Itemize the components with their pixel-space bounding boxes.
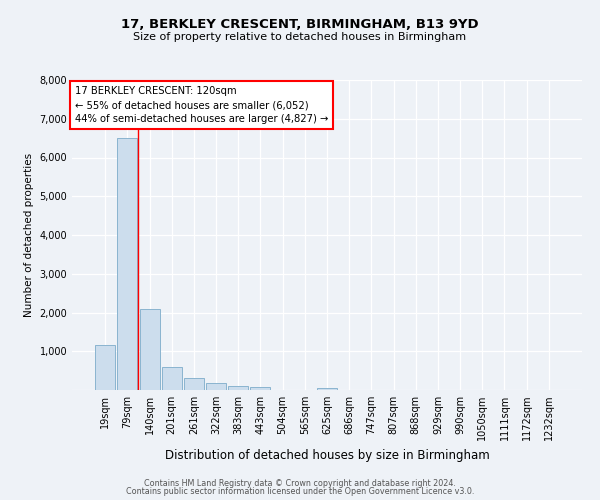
Text: 17 BERKLEY CRESCENT: 120sqm
← 55% of detached houses are smaller (6,052)
44% of : 17 BERKLEY CRESCENT: 120sqm ← 55% of det… (74, 86, 328, 124)
Bar (184, 378, 204, 390)
Bar (228, 386, 248, 390)
Bar (140, 308, 160, 390)
Text: Contains HM Land Registry data © Crown copyright and database right 2024.: Contains HM Land Registry data © Crown c… (144, 478, 456, 488)
Bar (162, 367, 182, 390)
Bar (250, 388, 271, 390)
Text: Size of property relative to detached houses in Birmingham: Size of property relative to detached ho… (133, 32, 467, 42)
Y-axis label: Number of detached properties: Number of detached properties (24, 153, 34, 317)
Bar (118, 138, 137, 390)
Bar (317, 388, 337, 390)
Text: 17, BERKLEY CRESCENT, BIRMINGHAM, B13 9YD: 17, BERKLEY CRESCENT, BIRMINGHAM, B13 9Y… (121, 18, 479, 30)
Text: Contains public sector information licensed under the Open Government Licence v3: Contains public sector information licen… (126, 487, 474, 496)
Bar (95, 346, 115, 390)
X-axis label: Distribution of detached houses by size in Birmingham: Distribution of detached houses by size … (164, 448, 490, 462)
Bar (206, 384, 226, 390)
